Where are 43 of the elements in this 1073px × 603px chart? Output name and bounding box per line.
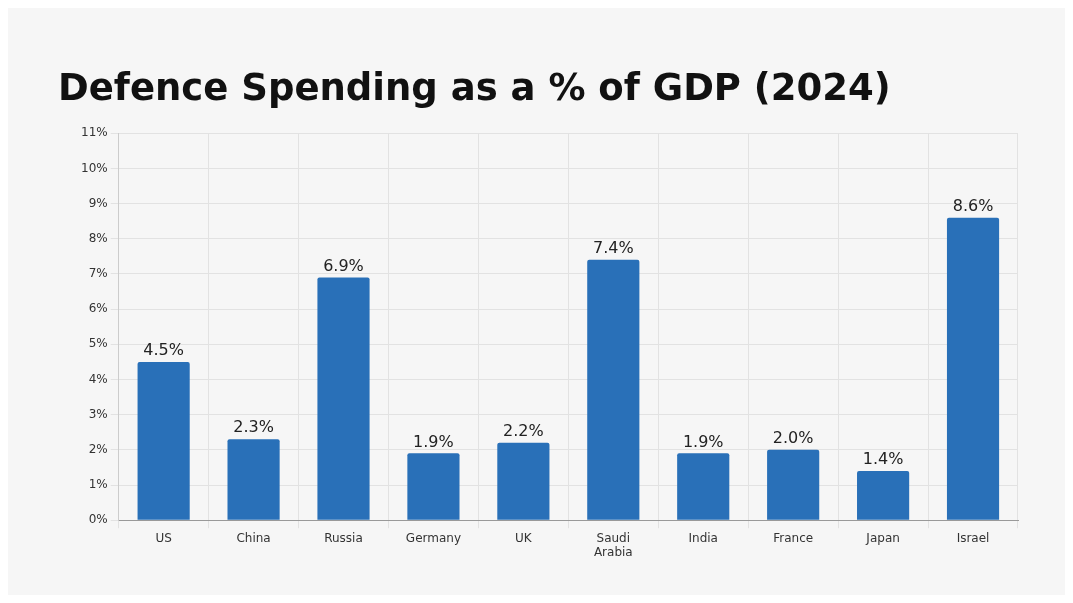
chart-title: Defence Spending as a % of GDP (2024) — [58, 66, 891, 109]
bar — [137, 361, 190, 520]
data-label: 2.3% — [233, 417, 274, 437]
y-tick-label: 9% — [88, 195, 108, 210]
data-label: 1.4% — [862, 449, 904, 469]
bar — [677, 453, 730, 520]
y-tick-label: 2% — [88, 441, 108, 456]
x-tick-label: Russia — [324, 530, 363, 545]
x-tick-label: Japan — [865, 530, 900, 545]
bar — [857, 470, 910, 520]
y-tick-label: 7% — [88, 266, 108, 281]
x-tick-label: UK — [515, 530, 533, 545]
y-tick-label: 4% — [88, 371, 108, 386]
x-tick-label: Saudi Arabia — [593, 530, 633, 559]
x-tick-label: France — [773, 530, 814, 545]
x-tick-label: China — [236, 530, 271, 545]
y-tick-label: 6% — [88, 301, 108, 316]
data-label: 7.4% — [592, 238, 634, 258]
bar — [587, 259, 640, 520]
data-label: 2.0% — [772, 427, 814, 447]
data-label: 6.9% — [323, 255, 364, 275]
y-tick-label: 11% — [81, 125, 108, 140]
x-tick-label: Israel — [956, 530, 990, 545]
y-tick-label: 10% — [81, 160, 108, 175]
data-label: 1.9% — [682, 431, 724, 451]
bar — [497, 442, 550, 520]
y-tick-label: 8% — [88, 230, 108, 245]
bar — [407, 453, 460, 520]
y-tick-label: 0% — [88, 512, 108, 527]
data-label: 2.2% — [503, 420, 544, 440]
data-label: 4.5% — [143, 340, 184, 360]
y-tick-label: 3% — [88, 406, 108, 421]
y-tick-label: 1% — [88, 477, 108, 492]
bar — [767, 449, 820, 520]
x-tick-label: US — [155, 530, 172, 545]
data-label: 1.9% — [413, 431, 454, 451]
bar — [946, 217, 1000, 520]
bar — [317, 277, 370, 520]
x-tick-label: Germany — [405, 530, 462, 545]
y-tick-label: 5% — [88, 336, 108, 351]
bar — [227, 439, 280, 520]
data-label: 8.6% — [952, 195, 994, 215]
x-tick-label: India — [688, 530, 718, 545]
